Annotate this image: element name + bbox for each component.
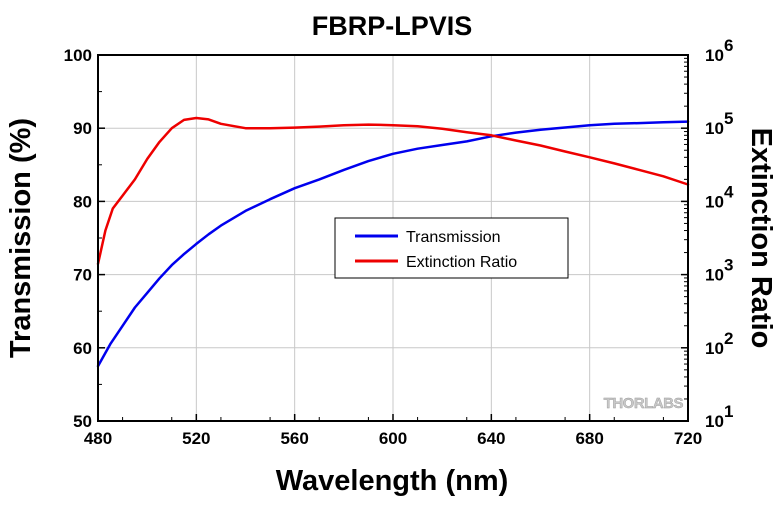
legend: Transmission Extinction Ratio: [334, 217, 569, 279]
y-tick-label: 90: [73, 119, 92, 138]
series-line-extinction-ratio: [96, 116, 690, 266]
y2-tick-label: 105: [705, 109, 733, 138]
x-axis-label: Wavelength (nm): [276, 465, 509, 497]
y2-tick-base: 10: [705, 119, 724, 138]
x-tick-label: 640: [477, 429, 505, 448]
y2-tick-exponent: 3: [724, 256, 733, 275]
y2-tick-exponent: 2: [724, 329, 733, 348]
y-tick-label: 60: [73, 339, 92, 358]
y-tick-label: 100: [64, 46, 92, 65]
legend-label-extinction-ratio: Extinction Ratio: [406, 254, 517, 271]
y2-tick-label: 106: [705, 36, 733, 65]
y2-tick-base: 10: [705, 412, 724, 431]
x-tick-label: 560: [280, 429, 308, 448]
series-line-transmission: [96, 120, 690, 368]
y-axis-label: Transmission (%): [5, 118, 37, 358]
x-tick-label: 720: [674, 429, 702, 448]
y2-tick-base: 10: [705, 192, 724, 211]
y-tick-label: 70: [73, 266, 92, 285]
y2-tick-exponent: 1: [724, 402, 733, 421]
x-tick-label: 480: [84, 429, 112, 448]
y2-tick-base: 10: [705, 339, 724, 358]
y-tick-label: 80: [73, 192, 92, 211]
y2-tick-label: 102: [705, 329, 733, 358]
chart-title: FBRP-LPVIS: [312, 11, 473, 41]
y2-tick-exponent: 5: [724, 109, 733, 128]
series-layer: [96, 116, 690, 368]
y-tick-label: 50: [73, 412, 92, 431]
legend-box: [334, 217, 569, 279]
x-tick-label: 600: [379, 429, 407, 448]
y2-tick-base: 10: [705, 266, 724, 285]
y2-tick-exponent: 6: [724, 36, 733, 55]
y2-tick-label: 103: [705, 256, 733, 285]
x-tick-label: 520: [182, 429, 210, 448]
y2-tick-label: 104: [705, 182, 734, 211]
y2-tick-exponent: 4: [724, 182, 734, 201]
y2-axis-label: Extinction Ratio: [745, 128, 777, 349]
y2-tick-label: 101: [705, 402, 733, 431]
thorlabs-watermark: THORLABS: [604, 395, 684, 412]
y2-tick-base: 10: [705, 46, 724, 65]
legend-label-transmission: Transmission: [406, 229, 501, 246]
x-tick-label: 680: [575, 429, 603, 448]
ticks: 480 520 560 600 640 680 7205060708090100101102…: [64, 36, 734, 448]
